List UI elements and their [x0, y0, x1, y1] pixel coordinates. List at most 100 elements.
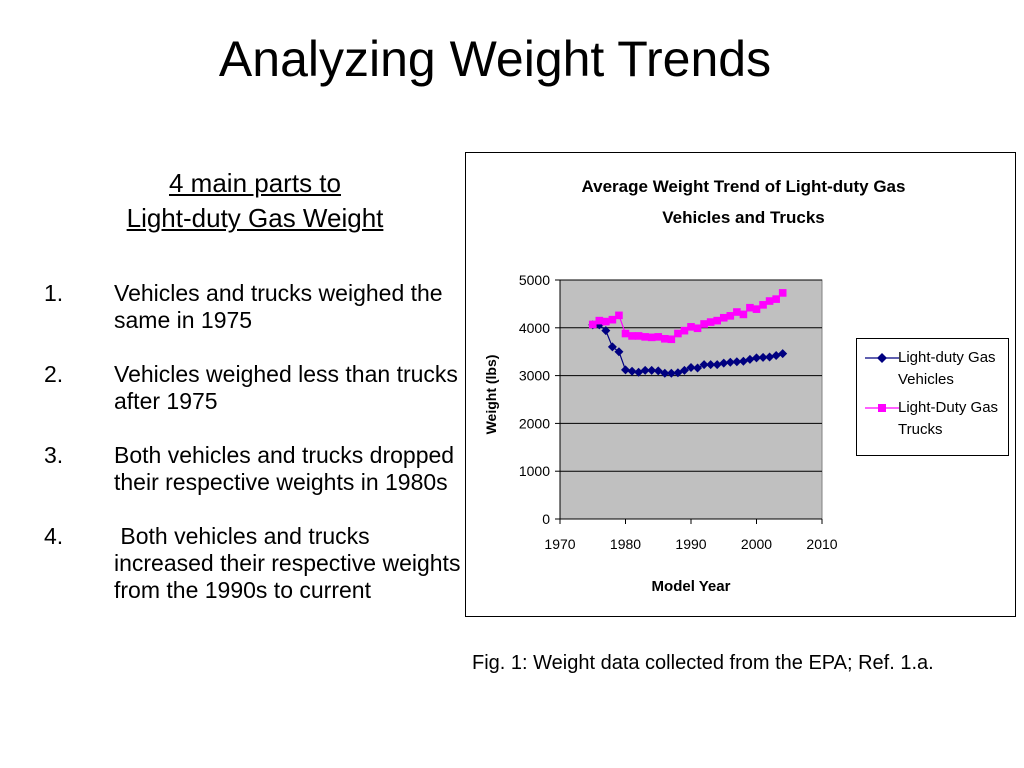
- data-point-trucks: [759, 301, 767, 309]
- data-point-trucks: [726, 312, 735, 320]
- list-item-text: Vehicles and trucks weighed the same in …: [114, 280, 443, 333]
- data-point-trucks: [595, 316, 604, 325]
- data-point-vehicles: [673, 368, 683, 378]
- x-tick-label: 1980: [610, 536, 641, 552]
- data-point-trucks: [693, 324, 702, 333]
- data-point-trucks: [667, 335, 676, 344]
- list-item-text: Both vehicles and trucks dropped their r…: [114, 442, 455, 495]
- y-axis-label: Weight (lbs): [483, 355, 499, 435]
- data-point-vehicles: [627, 366, 637, 376]
- list-item: 1. Vehicles and trucks weighed the same …: [44, 280, 464, 334]
- data-point-trucks: [746, 303, 754, 312]
- y-tick-label: 5000: [519, 272, 550, 288]
- plot-area: [559, 279, 823, 520]
- subheading-line-1: 4 main parts to: [169, 168, 341, 198]
- chart-frame: Average Weight Trend of Light-duty Gas V…: [465, 152, 1016, 617]
- data-point-vehicles: [686, 362, 696, 372]
- list-item-number: 1.: [44, 280, 64, 306]
- data-point-trucks: [700, 320, 708, 328]
- chart-plot: 0 1000 2000 3000 4000 5000 1970 1980 1990 2000 201…: [483, 272, 838, 595]
- x-tick-label: 1970: [544, 536, 575, 552]
- list-item-text: Both vehicles and trucks increased their…: [114, 523, 467, 603]
- legend-diamond-marker-icon: [865, 353, 899, 363]
- data-point-vehicles: [693, 363, 703, 373]
- data-point-trucks: [680, 326, 689, 335]
- data-point-vehicles: [732, 357, 742, 367]
- list-item-text: Vehicles weighed less than trucks after …: [114, 361, 458, 414]
- slide-title: Analyzing Weight Trends: [218, 31, 772, 87]
- series-layer: [588, 289, 788, 378]
- data-point-trucks: [778, 289, 787, 297]
- chart-legend: Light-duty Gas Vehicles Light-Duty Gas T…: [856, 338, 1009, 456]
- list-item-number: 3.: [44, 442, 64, 468]
- data-point-trucks: [615, 311, 623, 320]
- data-point-trucks: [647, 333, 656, 342]
- data-point-vehicles: [666, 368, 676, 378]
- data-point-trucks: [719, 313, 728, 322]
- y-tick-label: 4000: [519, 320, 550, 336]
- data-point-trucks: [602, 317, 610, 326]
- data-point-vehicles: [679, 365, 689, 375]
- data-point-vehicles: [621, 365, 630, 375]
- data-point-trucks: [713, 316, 721, 325]
- chart-title: Average Weight Trend of Light-duty Gas V…: [466, 171, 1021, 233]
- legend-label-trucks: Light-Duty Gas Trucks: [898, 399, 999, 438]
- y-tick-label: 1000: [519, 463, 550, 479]
- data-point-trucks: [621, 329, 630, 338]
- data-point-trucks: [674, 329, 682, 338]
- x-axis-label: Model Year: [652, 578, 731, 595]
- data-point-trucks: [752, 305, 761, 313]
- data-point-trucks: [706, 318, 715, 326]
- data-point-trucks: [765, 297, 774, 305]
- data-point-vehicles: [614, 347, 624, 357]
- data-point-trucks: [654, 333, 663, 341]
- chart-title-line-2: Vehicles and Trucks: [662, 208, 825, 227]
- points-list: 1. Vehicles and trucks weighed the same …: [44, 280, 464, 631]
- data-point-vehicles: [660, 368, 670, 378]
- data-point-trucks: [733, 308, 741, 316]
- list-item-number: 2.: [44, 361, 64, 387]
- x-tick-label: 2000: [741, 536, 772, 552]
- data-point-trucks: [608, 315, 617, 324]
- data-point-trucks: [772, 295, 780, 303]
- legend-square-marker-icon: [865, 404, 899, 412]
- list-item: 4. Both vehicles and trucks increased th…: [44, 523, 464, 604]
- data-point-vehicles: [771, 351, 781, 361]
- data-point-trucks: [588, 320, 597, 329]
- data-point-vehicles: [738, 356, 748, 366]
- data-point-vehicles: [647, 365, 657, 375]
- chart-title-line-1: Average Weight Trend of Light-duty Gas: [581, 177, 906, 196]
- subheading-line-2: Light-duty Gas Weight: [126, 203, 384, 233]
- list-item-number: 4.: [44, 523, 64, 549]
- data-point-vehicles: [758, 352, 768, 362]
- list-item: 3. Both vehicles and trucks dropped thei…: [44, 442, 464, 496]
- data-point-trucks: [661, 334, 669, 343]
- data-point-vehicles: [699, 360, 709, 370]
- legend-label-vehicles: Light-duty Gas Vehicles: [898, 349, 996, 388]
- figure-caption: Fig. 1: Weight data collected from the E…: [472, 652, 934, 674]
- axes: 0 1000 2000 3000 4000 5000 1970 1980 1990 2000 201…: [519, 272, 838, 552]
- data-point-trucks: [687, 323, 695, 331]
- subheading: 4 main parts to Light-duty Gas Weight: [60, 166, 450, 236]
- data-point-trucks: [634, 332, 643, 340]
- data-point-vehicles: [778, 349, 788, 359]
- data-point-trucks: [739, 310, 748, 319]
- y-tick-label: 3000: [519, 368, 550, 384]
- data-point-vehicles: [601, 326, 611, 336]
- data-point-vehicles: [640, 365, 650, 375]
- y-tick-label: 2000: [519, 415, 550, 431]
- list-item: 2. Vehicles weighed less than trucks aft…: [44, 361, 464, 415]
- data-point-vehicles: [765, 352, 775, 362]
- x-tick-label: 1990: [675, 536, 706, 552]
- x-tick-label: 2010: [806, 536, 837, 552]
- data-point-vehicles: [712, 360, 722, 370]
- data-point-trucks: [641, 333, 649, 341]
- data-point-vehicles: [719, 358, 729, 368]
- data-point-vehicles: [752, 353, 761, 363]
- data-point-vehicles: [706, 360, 716, 370]
- data-point-vehicles: [725, 357, 735, 367]
- y-tick-label: 0: [542, 511, 550, 527]
- data-point-vehicles: [607, 342, 617, 352]
- data-point-trucks: [628, 332, 636, 340]
- data-point-vehicles: [634, 367, 644, 377]
